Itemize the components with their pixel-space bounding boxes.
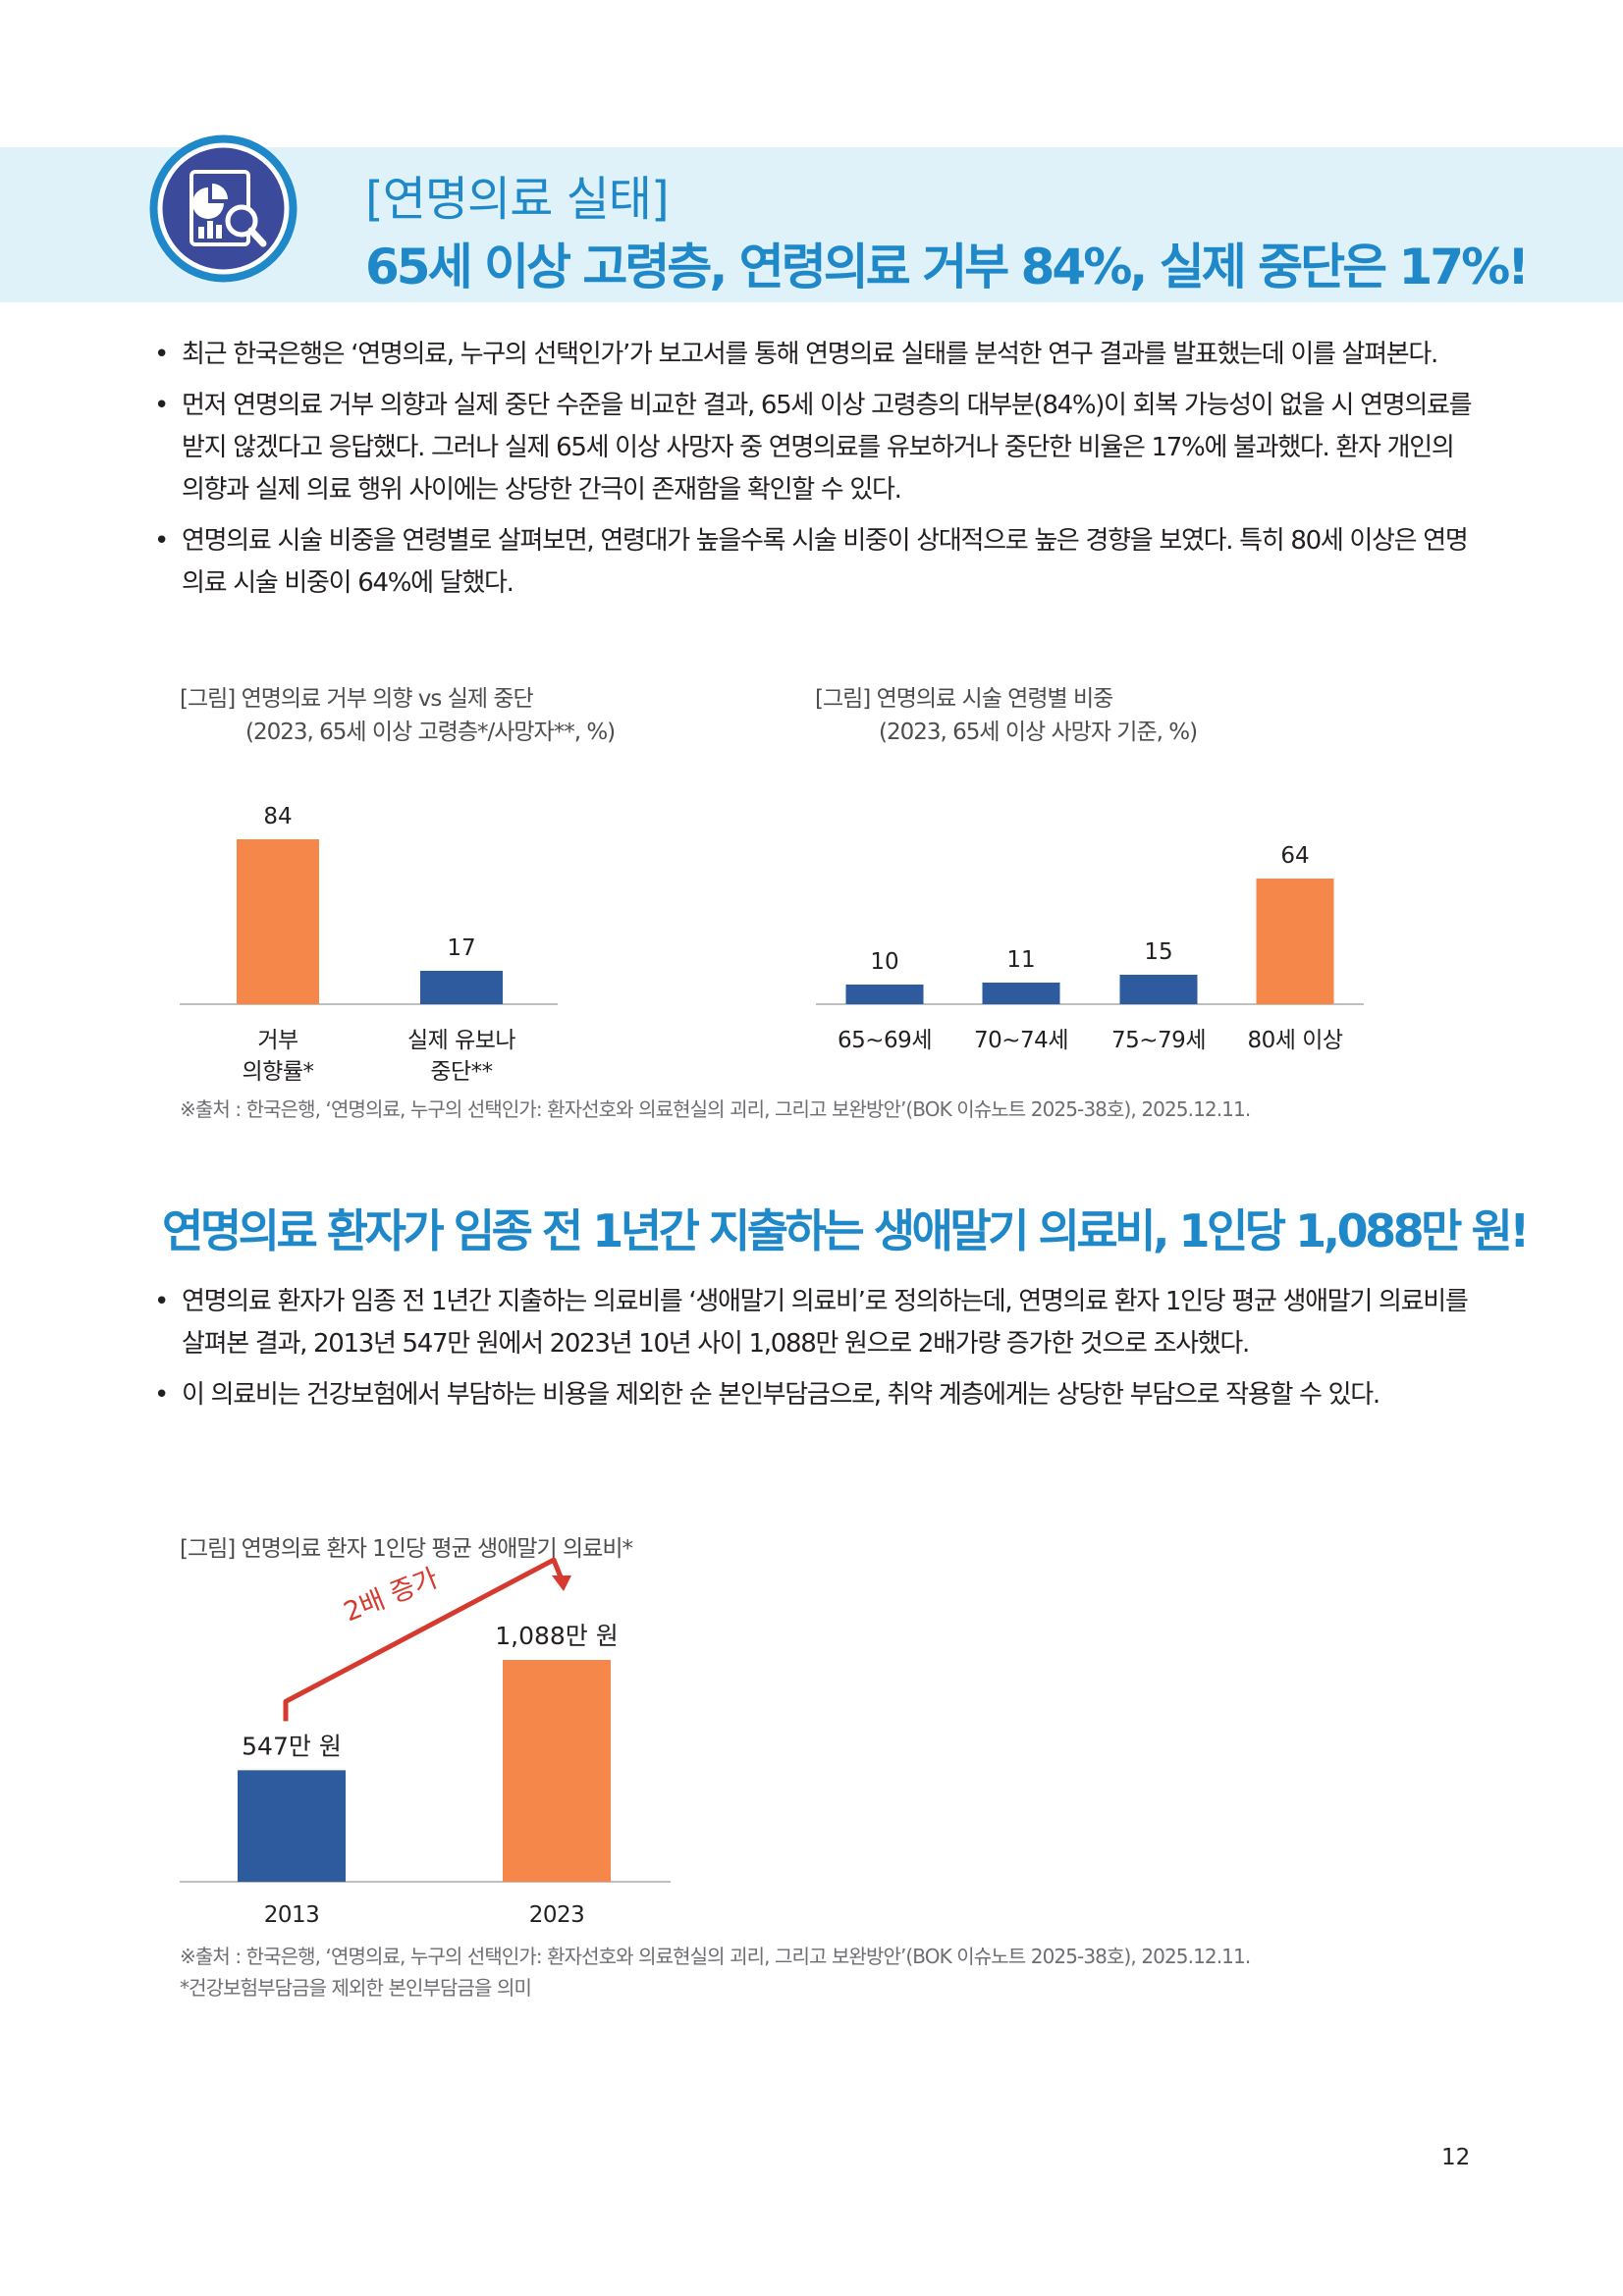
chart-2-data-label: 64 bbox=[1280, 843, 1309, 869]
chart-2-category-label: 75~79세 bbox=[1111, 1028, 1206, 1053]
chart-3-bar bbox=[238, 1770, 346, 1882]
chart-2-bar bbox=[982, 983, 1060, 1004]
figure2-caption-line2: (2023, 65세 이상 사망자 기준, %) bbox=[879, 720, 1198, 745]
report-analysis-icon bbox=[149, 134, 298, 283]
header-subtitle: [연명의료 실태] bbox=[365, 172, 670, 227]
list-item: 이 의료비는 건강보험에서 부담하는 비용을 제외한 순 본인부담금으로, 취약… bbox=[152, 1374, 1473, 1416]
section2-source: ※출처 : 한국은행, ‘연명의료, 누구의 선택인가: 환자선호와 의료현실의… bbox=[180, 1945, 1251, 1968]
chart-3-data-label: 1,088만 원 bbox=[495, 1622, 619, 1650]
chart-2-category-label: 80세 이상 bbox=[1247, 1028, 1342, 1053]
chart-3-category-label: 2023 bbox=[529, 1902, 585, 1928]
section1-bullet-list: 최근 한국은행은 ‘연명의료, 누구의 선택인가’가 보고서를 통해 연명의료 … bbox=[152, 334, 1473, 614]
section2-footnote: *건강보험부담금을 제외한 본인부담금을 의미 bbox=[180, 1976, 532, 2000]
chart-1-category-label: 실제 유보나 bbox=[407, 1028, 515, 1053]
section2-title: 연명의료 환자가 임종 전 1년간 지출하는 생애말기 의료비, 1인당 1,0… bbox=[162, 1204, 1530, 1257]
section2-bullet-list: 연명의료 환자가 임종 전 1년간 지출하는 의료비를 ‘생애말기 의료비’로 … bbox=[152, 1281, 1473, 1425]
chart-3-category-label: 2013 bbox=[264, 1902, 320, 1928]
chart-2-data-label: 15 bbox=[1144, 939, 1172, 965]
chart-2-data-label: 10 bbox=[870, 949, 898, 975]
figure3-caption: [그림] 연명의료 환자 1인당 평균 생애말기 의료비* bbox=[180, 1536, 633, 1562]
chart-1-bar bbox=[237, 839, 319, 1004]
list-item: 연명의료 환자가 임종 전 1년간 지출하는 의료비를 ‘생애말기 의료비’로 … bbox=[152, 1281, 1473, 1365]
chart-2-bar bbox=[1119, 975, 1198, 1004]
figure1-caption-line2: (2023, 65세 이상 고령층*/사망자**, %) bbox=[245, 720, 616, 745]
chart-3-annotation: 2배 증가 bbox=[340, 1563, 443, 1628]
header-title: 65세 이상 고령층, 연령의료 거부 84%, 실제 중단은 17%! bbox=[365, 239, 1530, 295]
chart-3-growth-arrow bbox=[283, 1557, 565, 1722]
chart-1-category-label: 거부 bbox=[257, 1028, 298, 1053]
chart-2-category-label: 70~74세 bbox=[974, 1028, 1068, 1053]
page-number: 12 bbox=[1441, 2145, 1471, 2170]
list-item: 최근 한국은행은 ‘연명의료, 누구의 선택인가’가 보고서를 통해 연명의료 … bbox=[152, 334, 1473, 376]
chart-2-data-label: 11 bbox=[1006, 947, 1035, 973]
chart-3-data-label: 547만 원 bbox=[242, 1732, 342, 1760]
figure2-caption-line1: [그림] 연명의료 시술 연령별 비중 bbox=[815, 686, 1113, 712]
chart-3-arrowhead-icon bbox=[552, 1575, 571, 1592]
chart-2-bar bbox=[845, 985, 924, 1004]
chart-1-data-label: 84 bbox=[263, 804, 292, 829]
chart-1-category-label: 의향률* bbox=[243, 1059, 314, 1085]
list-item: 먼저 연명의료 거부 의향과 실제 중단 수준을 비교한 결과, 65세 이상 … bbox=[152, 385, 1473, 511]
chart-3-bar bbox=[503, 1660, 611, 1882]
chart-1-bar bbox=[420, 971, 503, 1004]
chart-2-category-label: 65~69세 bbox=[838, 1028, 932, 1053]
chart-1-data-label: 17 bbox=[447, 935, 475, 961]
chart-1-category-label: 중단** bbox=[430, 1059, 492, 1085]
list-item: 연명의료 시술 비중을 연령별로 살펴보면, 연령대가 높을수록 시술 비중이 … bbox=[152, 520, 1473, 605]
section1-source: ※출처 : 한국은행, ‘연명의료, 누구의 선택인가: 환자선호와 의료현실의… bbox=[180, 1097, 1251, 1121]
figure1-caption-line1: [그림] 연명의료 거부 의향 vs 실제 중단 bbox=[180, 686, 534, 712]
chart-2-bar bbox=[1256, 879, 1334, 1004]
